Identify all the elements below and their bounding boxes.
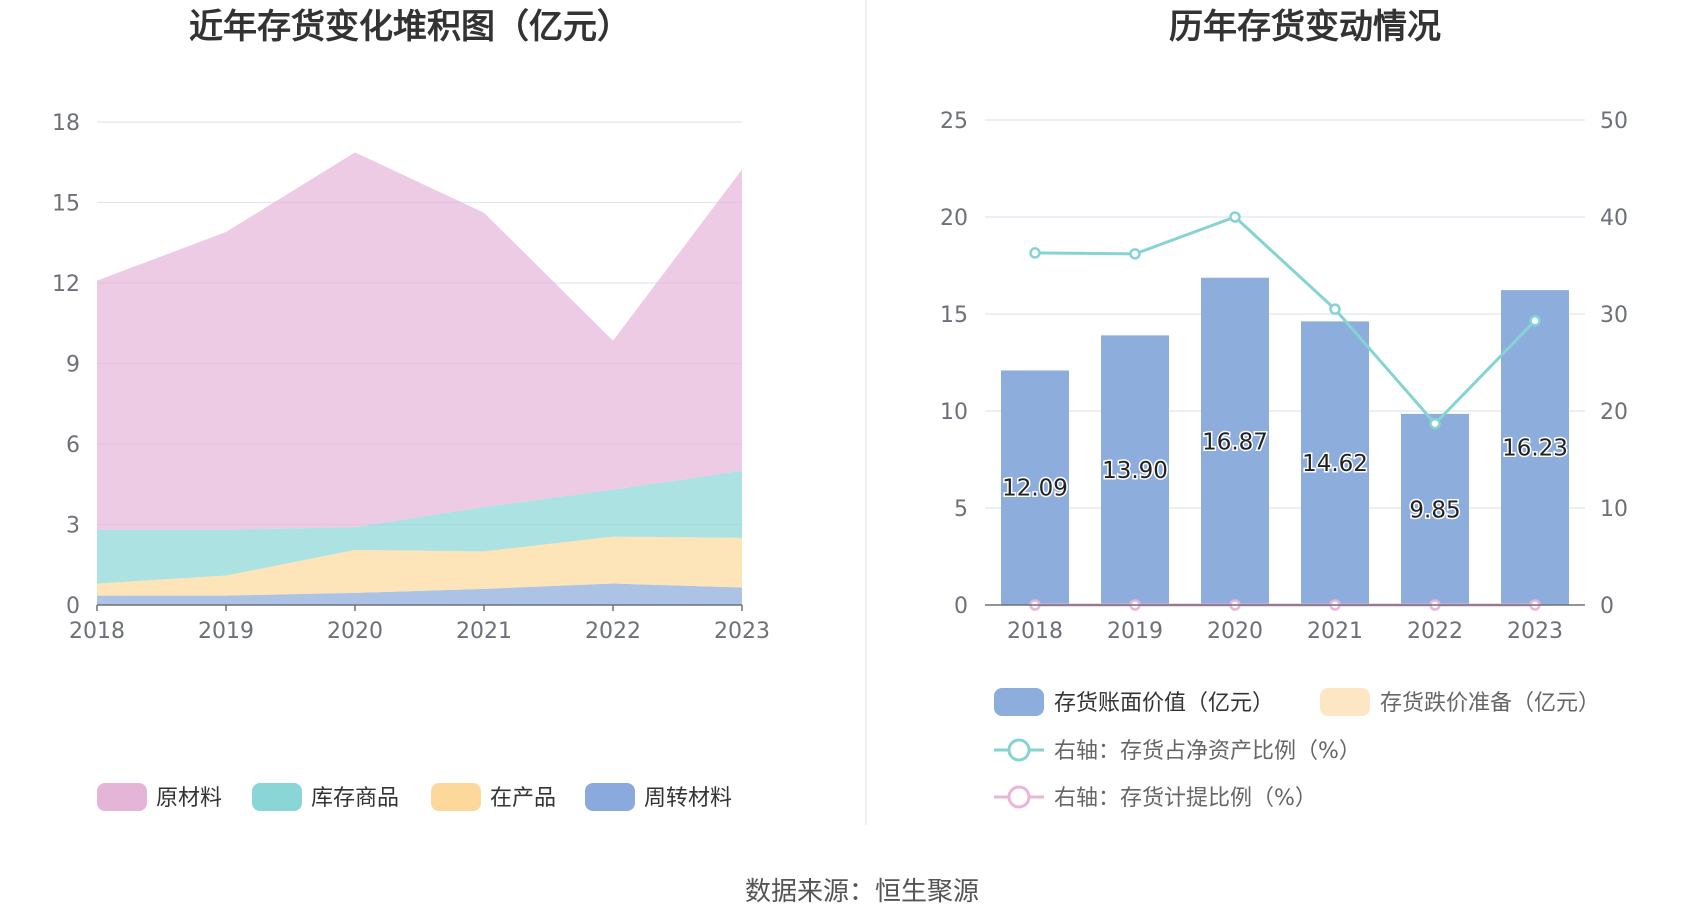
- right-right-y-tick: 30: [1600, 303, 1628, 328]
- right-x-tick: 2020: [1207, 619, 1263, 644]
- bar-line-chart: 历年存货变动情况 0 5 10 15 20 25 0 10 20 30 40 50 12.09 13.9…: [940, 7, 1628, 811]
- right-legend-item[interactable]: 存货账面价值（亿元）: [994, 688, 1274, 716]
- right-legend-item[interactable]: 存货跌价准备（亿元）: [1320, 688, 1600, 716]
- line-point-ratio: [1329, 303, 1341, 315]
- legend-marker: [1007, 785, 1031, 809]
- stacked-area-chart: 近年存货变化堆积图（亿元） 0 3 6 9 12 15 18 2018 2019 2020 202…: [52, 7, 770, 811]
- left-y-tick: 9: [66, 353, 80, 378]
- right-left-y-tick: 5: [954, 497, 968, 522]
- bar-book-value: [1201, 277, 1269, 605]
- left-x-tick: 2023: [714, 619, 770, 644]
- left-x-tick: 2018: [69, 619, 125, 644]
- right-left-y-tick: 15: [940, 303, 968, 328]
- line-point-ratio: [1229, 211, 1241, 223]
- right-x-tick: 2023: [1507, 619, 1563, 644]
- right-legend[interactable]: 存货账面价值（亿元） 存货跌价准备（亿元） 右轴：存货占净资产比例（%） 右轴：存货计…: [994, 688, 1600, 811]
- area-在产品: [97, 536, 742, 596]
- left-legend-item[interactable]: 库存商品: [252, 783, 399, 811]
- left-y-tick: 18: [52, 111, 80, 136]
- right-right-y-tick: 40: [1600, 206, 1628, 231]
- source-label: 数据来源：恒生聚源: [745, 877, 979, 907]
- right-right-y-tick: 0: [1600, 594, 1614, 619]
- right-left-y-tick: 10: [940, 400, 968, 425]
- bar-value-label: 16.87: [1202, 429, 1268, 455]
- right-x-tick: 2018: [1007, 619, 1063, 644]
- left-y-tick: 15: [52, 192, 80, 217]
- bar-book-value: [1401, 413, 1469, 605]
- left-legend-item[interactable]: 周转材料: [585, 783, 732, 811]
- legend-swatch: [1320, 688, 1370, 716]
- line-point-ratio: [1529, 315, 1541, 327]
- left-legend-item[interactable]: 原材料: [97, 783, 222, 811]
- bar-book-value: [1301, 321, 1369, 605]
- right-bar-labels: 12.09 13.90 16.87 14.62 9.85 16.23: [1001, 428, 1570, 525]
- bar-value-label: 14.62: [1302, 451, 1368, 477]
- bar-book-value: [1101, 335, 1169, 605]
- bar-value-label: 12.09: [1002, 476, 1068, 502]
- line-point-ratio: [1129, 248, 1141, 260]
- right-chart-title: 历年存货变动情况: [1169, 7, 1441, 47]
- right-right-y-tick: 20: [1600, 400, 1628, 425]
- right-left-y-tick: 25: [940, 109, 968, 134]
- legend-label: 周转材料: [644, 786, 732, 811]
- left-areas: [97, 152, 742, 605]
- left-x-tick: 2019: [198, 619, 254, 644]
- bar-value-label: 16.23: [1502, 436, 1568, 462]
- left-chart-title: 近年存货变化堆积图（亿元）: [189, 7, 631, 47]
- right-legend-item[interactable]: 右轴：存货占净资产比例（%）: [994, 738, 1361, 764]
- legend-swatch: [252, 783, 302, 811]
- right-axes: 2018 2019 2020 2021 2022 2023: [985, 604, 1585, 644]
- left-legend-item[interactable]: 在产品: [431, 783, 556, 811]
- bar-book-value: [1001, 370, 1069, 605]
- legend-swatch: [585, 783, 635, 811]
- right-x-tick: 2019: [1107, 619, 1163, 644]
- legend-label: 在产品: [490, 786, 556, 811]
- left-legend[interactable]: 原材料 库存商品 在产品 周转材料: [97, 783, 732, 811]
- left-y-tick: 12: [52, 272, 80, 297]
- line-net-asset-ratio: [1034, 215, 1537, 426]
- right-left-y-tick: 20: [940, 206, 968, 231]
- line-point-ratio: [1029, 247, 1041, 259]
- left-x-tick: 2021: [456, 619, 512, 644]
- legend-swatch: [994, 688, 1044, 716]
- legend-label: 右轴：存货计提比例（%）: [1054, 786, 1317, 811]
- right-x-tick: 2021: [1307, 619, 1363, 644]
- left-x-tick: 2022: [585, 619, 641, 644]
- legend-label: 存货账面价值（亿元）: [1054, 691, 1274, 716]
- legend-label: 右轴：存货占净资产比例（%）: [1054, 739, 1361, 764]
- left-x-tick: 2020: [327, 619, 383, 644]
- right-bars: [1001, 277, 1569, 605]
- area-库存商品: [97, 470, 742, 584]
- area-周转材料: [97, 583, 742, 605]
- left-y-tick: 0: [66, 594, 80, 619]
- right-legend-item[interactable]: 右轴：存货计提比例（%）: [994, 785, 1317, 811]
- legend-label: 原材料: [156, 786, 222, 811]
- right-right-y-tick: 10: [1600, 497, 1628, 522]
- right-x-tick: 2022: [1407, 619, 1463, 644]
- legend-swatch: [431, 783, 481, 811]
- right-left-y-tick: 0: [954, 594, 968, 619]
- right-grid: 0 5 10 15 20 25 0 10 20 30 40 50: [940, 109, 1628, 619]
- legend-marker: [1007, 738, 1031, 762]
- area-原材料: [97, 152, 742, 530]
- left-y-tick: 6: [66, 433, 80, 458]
- bar-value-label: 13.90: [1102, 458, 1168, 484]
- bar-value-label: 9.85: [1409, 497, 1460, 523]
- left-axes: 2018 2019 2020 2021 2022 2023: [69, 604, 770, 644]
- legend-swatch: [97, 783, 147, 811]
- legend-label: 存货跌价准备（亿元）: [1380, 691, 1600, 716]
- line-point-ratio: [1429, 417, 1441, 430]
- legend-label: 库存商品: [311, 786, 399, 811]
- left-y-tick: 3: [66, 514, 80, 539]
- right-right-y-tick: 50: [1600, 109, 1628, 134]
